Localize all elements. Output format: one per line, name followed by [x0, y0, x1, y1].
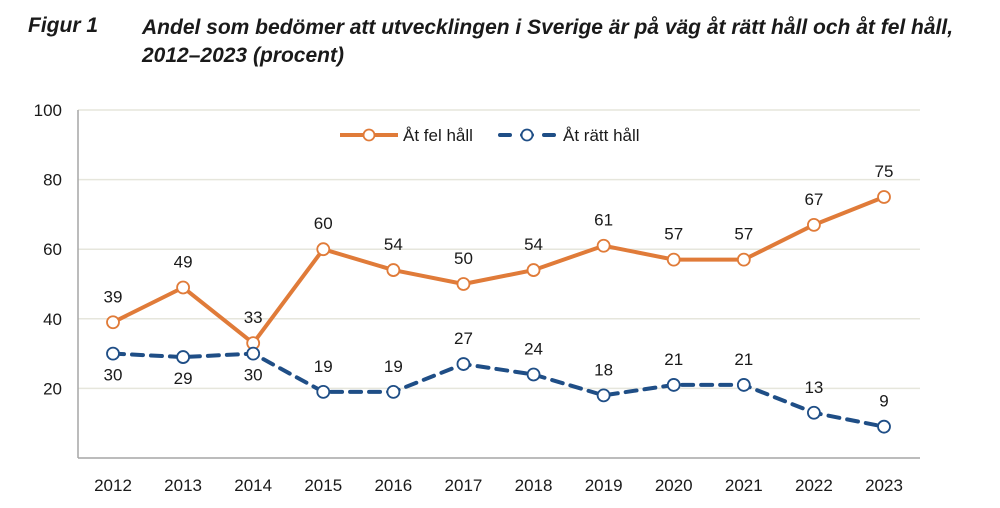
x-tick-labels: 2012 2013 2014 2015 2016 2017 2018 2019 2020 2021… [94, 476, 903, 495]
data-point [666, 252, 681, 267]
axes [77, 110, 920, 459]
y-tick-label: 40 [43, 310, 62, 329]
data-point [807, 217, 821, 232]
data-point [386, 263, 401, 277]
data-point [596, 238, 611, 253]
data-point [526, 263, 541, 277]
data-label: 50 [454, 249, 473, 268]
data-point [176, 280, 190, 295]
data-point [877, 419, 891, 434]
x-tick-label: 2018 [515, 476, 553, 495]
x-tick-label: 2019 [585, 476, 623, 495]
figure-label: Figur 1 [28, 14, 99, 37]
data-label: 27 [454, 329, 473, 348]
data-label: 75 [875, 162, 894, 181]
legend: Åt fel håll Åt rätt håll [340, 126, 640, 145]
data-label: 13 [804, 378, 823, 397]
x-tick-label: 2023 [865, 476, 903, 495]
data-label: 18 [594, 360, 613, 379]
y-tick-label: 100 [34, 101, 62, 120]
legend-item-at-fel-hall: Åt fel håll [340, 126, 473, 145]
data-label: 30 [244, 366, 263, 385]
series-group: 39 49 33 60 54 50 54 61 57 57 67 75 30 29 30 19 19 27 24 18… [104, 162, 894, 434]
data-point [596, 388, 611, 403]
data-label: 57 [734, 225, 753, 244]
data-label: 21 [734, 350, 753, 369]
data-point [807, 405, 821, 420]
x-tick-label: 2014 [234, 476, 272, 495]
x-tick-label: 2020 [655, 476, 693, 495]
x-tick-label: 2022 [795, 476, 833, 495]
legend-marker-icon [520, 128, 534, 142]
data-label: 60 [314, 214, 333, 233]
x-tick-label: 2021 [725, 476, 763, 495]
data-label: 61 [594, 211, 613, 230]
data-point [456, 357, 471, 371]
data-point [526, 367, 541, 382]
data-point [316, 242, 331, 257]
series-at-fel-hall: 39 49 33 60 54 50 54 61 57 57 67 75 [104, 162, 894, 351]
x-tick-label: 2012 [94, 476, 132, 495]
y-tick-labels: 20 40 60 80 100 [34, 101, 62, 398]
data-point [176, 350, 190, 364]
data-point [106, 315, 120, 330]
data-label: 21 [664, 350, 683, 369]
x-tick-label: 2015 [304, 476, 342, 495]
x-tick-label: 2017 [445, 476, 483, 495]
data-point [106, 346, 120, 361]
gridlines [78, 109, 920, 390]
data-point [246, 346, 261, 361]
data-point [386, 384, 401, 399]
y-tick-label: 80 [43, 171, 62, 190]
data-label: 19 [384, 357, 403, 376]
legend-label: Åt fel håll [403, 126, 473, 145]
data-point [736, 252, 751, 267]
figure-title: Andel som bedömer att utvecklingen i Sve… [142, 16, 954, 67]
data-label: 57 [664, 225, 683, 244]
data-label: 49 [174, 252, 193, 271]
data-label: 24 [524, 339, 543, 358]
data-label: 30 [104, 366, 123, 385]
legend-marker-icon [362, 128, 376, 142]
data-label: 33 [244, 308, 263, 327]
data-label: 19 [314, 357, 333, 376]
data-point [877, 190, 891, 204]
data-point [316, 384, 331, 399]
legend-item-at-ratt-hall: Åt rätt håll [498, 126, 640, 145]
data-label: 54 [524, 235, 543, 254]
legend-label: Åt rätt håll [563, 126, 640, 145]
data-point [456, 277, 471, 291]
data-label: 67 [804, 190, 823, 209]
y-tick-label: 60 [43, 240, 62, 259]
series-at-ratt-hall: 30 29 30 19 19 27 24 18 21 21 13 9 [104, 329, 891, 434]
series-line [112, 195, 885, 346]
series-line [111, 351, 886, 429]
data-label: 29 [174, 369, 193, 388]
data-label: 39 [104, 287, 123, 306]
data-label: 54 [384, 235, 403, 254]
data-point [736, 378, 751, 392]
data-point [666, 378, 681, 392]
x-tick-label: 2016 [374, 476, 412, 495]
y-tick-label: 20 [43, 379, 62, 398]
data-label: 9 [879, 392, 888, 411]
x-tick-label: 2013 [164, 476, 202, 495]
